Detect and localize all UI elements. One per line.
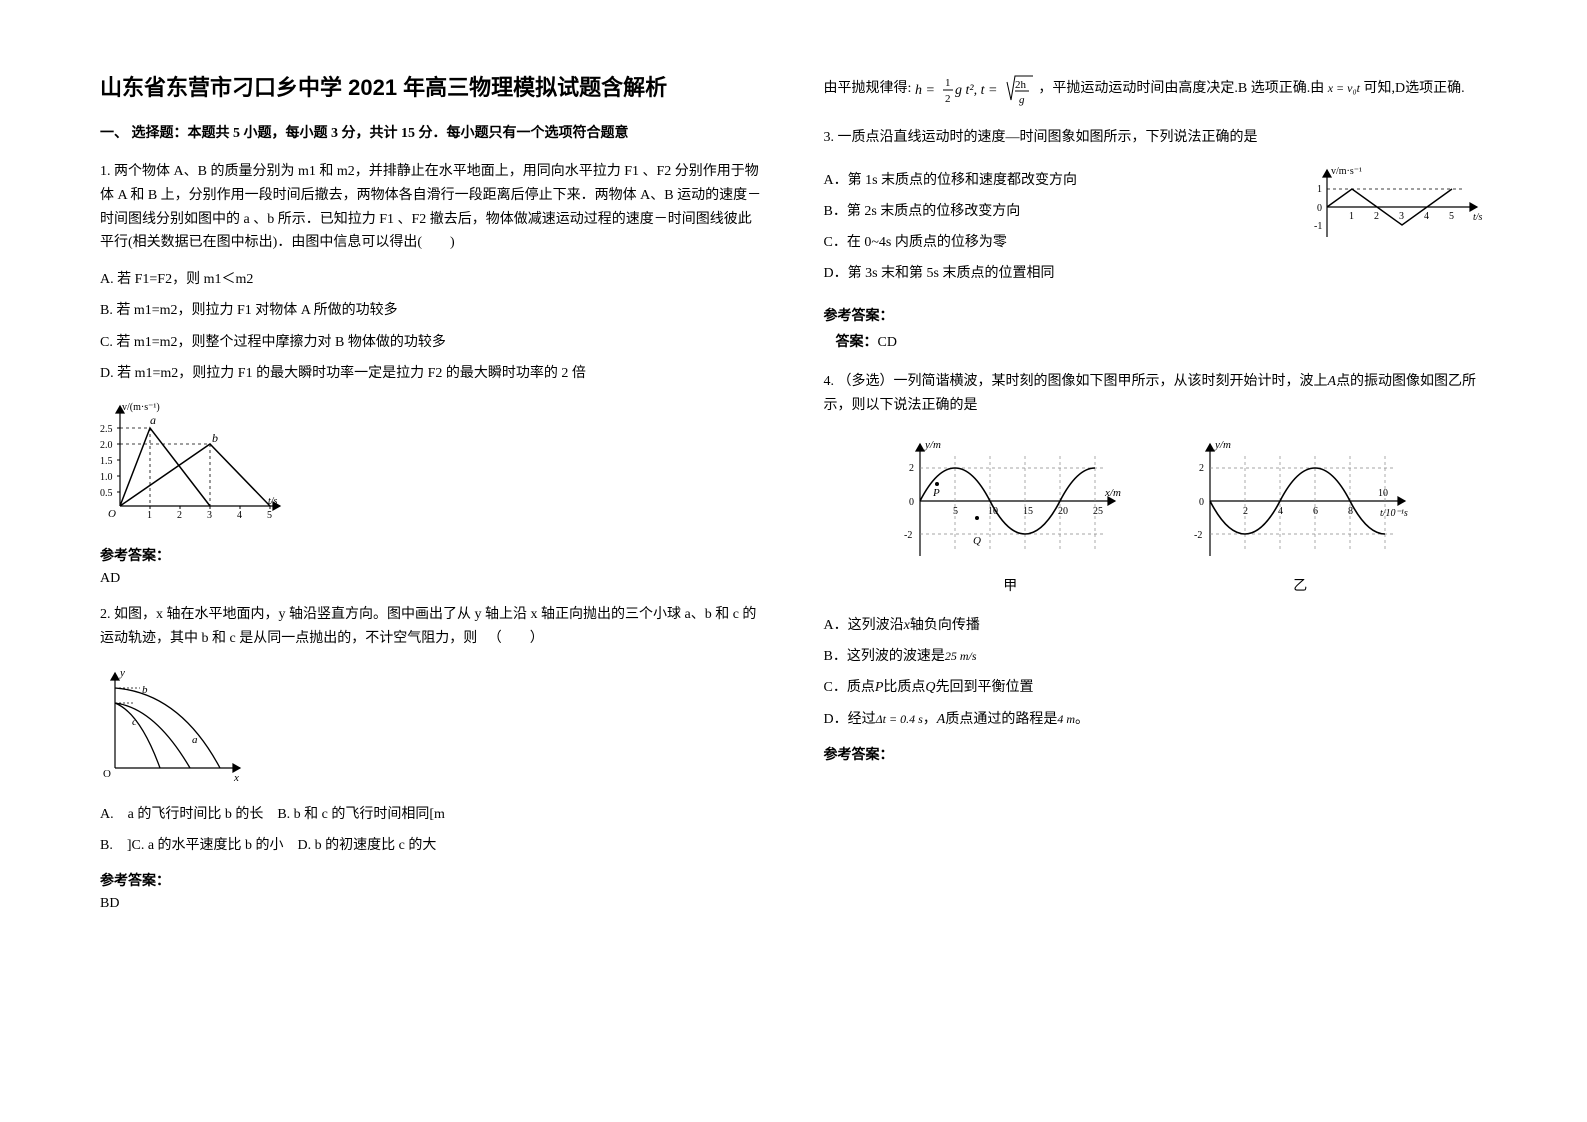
svg-text:v/m·s⁻¹: v/m·s⁻¹ [1331,166,1362,177]
q3-opt-b: B．第 2s 末质点的位移改变方向 [824,199,1288,224]
q3-answer: 答案：CD [836,331,1488,355]
q4-cap-a: 甲 [895,575,1125,595]
q2-answer: BD [100,896,764,912]
q4-figure-b: y/m t/10⁻¹s 2 0 -2 2 4 6 8 10 [1185,436,1415,566]
svg-text:2: 2 [1374,211,1379,222]
svg-text:y: y [119,667,125,679]
svg-text:4: 4 [1278,506,1283,517]
q3-opt-d: D．第 3s 末和第 5s 末质点的位置相同 [824,261,1288,286]
q4-cap-b: 乙 [1185,575,1415,595]
q3-stem: 3. 一质点沿直线运动时的速度—时间图象如图所示，下列说法正确的是 [824,126,1488,150]
svg-text:2: 2 [1243,506,1248,517]
svg-text:0: 0 [909,497,914,508]
svg-text:8: 8 [1348,506,1353,517]
svg-text:-1: -1 [1314,221,1322,232]
q2-stem: 2. 如图，x 轴在水平地面内，y 轴沿竖直方向。图中画出了从 y 轴上沿 x … [100,603,764,651]
q3-answer-label: 参考答案： [824,305,1488,325]
svg-text:b: b [212,431,218,445]
svg-text:20: 20 [1058,506,1068,517]
svg-text:2: 2 [909,463,914,474]
svg-text:0: 0 [1199,497,1204,508]
q4-answer-label: 参考答案： [824,744,1488,764]
q4-opt-b: B．这列波的波速是25 m/s [824,644,1488,669]
svg-text:y/m: y/m [924,439,941,451]
page-title: 山东省东营市刁口乡中学 2021 年高三物理模拟试题含解析 [100,70,764,102]
q4-opt-a: A．这列波沿x轴负向传播 [824,613,1488,638]
q2-figure: O y x b c a [100,663,764,788]
q2-explanation: 由平抛规律得: h = 1 2 g t², t = 2h g ，平抛运动运动时间… [824,70,1488,108]
svg-text:v/(m·s⁻¹): v/(m·s⁻¹) [122,402,160,413]
q3-opt-a: A．第 1s 末质点的位移和速度都改变方向 [824,168,1288,193]
svg-text:5: 5 [1449,211,1454,222]
svg-text:a: a [192,734,198,746]
section-heading: 一、 选择题：本题共 5 小题，每小题 3 分，共计 15 分．每小题只有一个选… [100,122,764,142]
q4-opt-d: D．经过Δt = 0.4 s，A质点通过的路程是4 m。 [824,707,1488,732]
q1-stem: 1. 两个物体 A、B 的质量分别为 m1 和 m2，并排静止在水平地面上，用同… [100,160,764,255]
svg-text:g: g [1019,94,1025,106]
svg-text:g t², t =: g t², t = [955,83,997,98]
svg-text:0.5: 0.5 [100,488,113,499]
svg-text:1: 1 [1349,211,1354,222]
svg-text:4: 4 [1424,211,1429,222]
svg-text:O: O [108,508,116,520]
svg-text:a: a [150,413,156,427]
q3-opt-c: C．在 0~4s 内质点的位移为零 [824,230,1288,255]
svg-text:5: 5 [953,506,958,517]
left-column: 山东省东营市刁口乡中学 2021 年高三物理模拟试题含解析 一、 选择题：本题共… [100,70,764,928]
svg-text:-2: -2 [1194,530,1202,541]
svg-text:6: 6 [1313,506,1318,517]
svg-text:4: 4 [237,510,242,521]
svg-text:2: 2 [177,510,182,521]
svg-text:c: c [132,716,137,728]
svg-text:15: 15 [1023,506,1033,517]
svg-text:1.5: 1.5 [100,456,113,467]
svg-text:O: O [103,768,111,780]
q1-opt-c: C. 若 m1=m2，则整个过程中摩擦力对 B 物体做的功较多 [100,330,764,355]
svg-text:2h: 2h [1015,79,1027,91]
svg-text:1: 1 [147,510,152,521]
svg-text:2: 2 [1199,463,1204,474]
q2-opt-line1: A. a 的飞行时间比 b 的长 B. b 和 c 的飞行时间相同[m [100,802,764,827]
q4-figure-a: y/m x/m 2 0 -2 5 10 15 20 25 [895,436,1125,566]
svg-text:h =: h = [915,83,935,98]
q1-opt-d: D. 若 m1=m2，则拉力 F1 的最大瞬时功率一定是拉力 F2 的最大瞬时功… [100,361,764,386]
formula-icon: h = 1 2 g t², t = 2h g [915,70,1035,108]
q2-opt-line2: B. ]C. a 的水平速度比 b 的小 D. b 的初速度比 c 的大 [100,833,764,858]
svg-text:-2: -2 [904,530,912,541]
svg-text:x: x [233,772,239,783]
right-column: 由平抛规律得: h = 1 2 g t², t = 2h g ，平抛运动运动时间… [824,70,1488,928]
svg-text:5: 5 [267,510,272,521]
q1-figure: 0.5 1.0 1.5 2.0 2.5 1 2 3 [100,396,764,531]
svg-text:1: 1 [1317,184,1322,195]
svg-text:t/10⁻¹s: t/10⁻¹s [1380,508,1408,519]
svg-text:2.5: 2.5 [100,424,113,435]
svg-text:3: 3 [207,510,212,521]
svg-text:10: 10 [1378,488,1388,499]
svg-text:2.0: 2.0 [100,440,113,451]
svg-text:b: b [142,684,148,696]
svg-text:Q: Q [973,535,981,547]
svg-text:0: 0 [1317,203,1322,214]
q4-opt-c: C．质点P比质点Q先回到平衡位置 [824,675,1488,700]
q1-opt-b: B. 若 m1=m2，则拉力 F1 对物体 A 所做的功较多 [100,298,764,323]
q4-stem: 4. （多选）一列简谐横波，某时刻的图像如下图甲所示，从该时刻开始计时，波上A点… [824,370,1488,418]
svg-text:3: 3 [1399,211,1404,222]
inline-formula: x = v₀t [1328,81,1360,95]
svg-text:x/m: x/m [1104,487,1121,499]
q2-answer-label: 参考答案： [100,870,764,890]
svg-text:2: 2 [945,93,951,105]
svg-text:1.0: 1.0 [100,472,113,483]
q3-figure: v/m·s⁻¹ t/s 1 0 -1 1 2 3 4 5 [1307,162,1487,257]
svg-text:1: 1 [945,77,951,89]
svg-text:y/m: y/m [1214,439,1231,451]
q1-answer: AD [100,571,764,587]
q1-answer-label: 参考答案： [100,545,764,565]
svg-text:t/s: t/s [1473,212,1483,223]
q4-figures: y/m x/m 2 0 -2 5 10 15 20 25 [824,436,1488,595]
svg-text:P: P [932,487,940,499]
q1-opt-a: A. 若 F1=F2，则 m1＜m2 [100,267,764,292]
svg-text:25: 25 [1093,506,1103,517]
